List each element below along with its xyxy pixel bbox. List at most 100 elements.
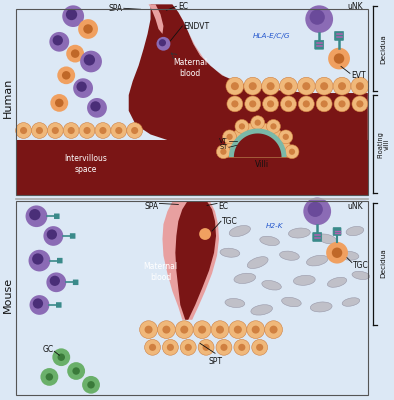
Ellipse shape xyxy=(229,226,251,236)
Circle shape xyxy=(285,100,292,108)
Circle shape xyxy=(303,100,310,108)
Circle shape xyxy=(332,248,342,258)
Circle shape xyxy=(216,326,224,334)
Text: TGC: TGC xyxy=(353,261,369,270)
Circle shape xyxy=(239,123,245,130)
Circle shape xyxy=(26,206,47,227)
Circle shape xyxy=(279,77,297,95)
Ellipse shape xyxy=(288,228,310,238)
Circle shape xyxy=(175,321,193,338)
Circle shape xyxy=(238,344,245,351)
Circle shape xyxy=(84,127,91,134)
Circle shape xyxy=(321,100,328,108)
Text: Human: Human xyxy=(3,78,13,118)
Circle shape xyxy=(334,96,350,112)
Ellipse shape xyxy=(352,271,370,280)
FancyBboxPatch shape xyxy=(70,233,75,239)
Ellipse shape xyxy=(346,226,364,236)
Circle shape xyxy=(285,145,299,159)
FancyBboxPatch shape xyxy=(335,32,344,40)
Circle shape xyxy=(162,326,171,334)
Circle shape xyxy=(249,82,257,90)
Ellipse shape xyxy=(260,236,279,246)
Circle shape xyxy=(244,77,262,95)
Circle shape xyxy=(265,321,282,338)
Circle shape xyxy=(66,45,84,62)
Circle shape xyxy=(72,367,80,375)
Circle shape xyxy=(62,71,71,80)
Circle shape xyxy=(167,344,174,351)
FancyBboxPatch shape xyxy=(333,228,341,236)
Text: SPA: SPA xyxy=(109,4,123,13)
Text: Intervillous
space: Intervillous space xyxy=(65,154,108,174)
Circle shape xyxy=(356,100,363,108)
Circle shape xyxy=(235,120,249,133)
Circle shape xyxy=(326,242,348,264)
Circle shape xyxy=(302,82,310,90)
Circle shape xyxy=(115,127,123,134)
FancyBboxPatch shape xyxy=(16,140,368,194)
Circle shape xyxy=(41,368,58,386)
Circle shape xyxy=(50,276,60,286)
FancyBboxPatch shape xyxy=(73,280,78,285)
Circle shape xyxy=(78,19,98,39)
Circle shape xyxy=(99,127,106,134)
Text: GC: GC xyxy=(42,345,53,354)
Ellipse shape xyxy=(294,275,315,285)
Circle shape xyxy=(32,253,43,265)
Circle shape xyxy=(111,123,127,138)
Circle shape xyxy=(199,228,211,240)
Circle shape xyxy=(95,123,111,138)
Polygon shape xyxy=(175,202,216,320)
Circle shape xyxy=(62,5,84,27)
Ellipse shape xyxy=(318,234,337,244)
Circle shape xyxy=(252,326,260,334)
Circle shape xyxy=(87,381,95,388)
FancyBboxPatch shape xyxy=(57,258,63,263)
Circle shape xyxy=(220,344,227,351)
Text: VT: VT xyxy=(219,138,228,144)
Circle shape xyxy=(43,226,63,246)
Circle shape xyxy=(180,326,188,334)
FancyBboxPatch shape xyxy=(56,302,61,308)
Text: Floating
villi: Floating villi xyxy=(377,131,390,158)
Circle shape xyxy=(57,66,75,84)
Circle shape xyxy=(55,99,63,107)
FancyBboxPatch shape xyxy=(313,232,322,241)
Circle shape xyxy=(47,123,63,138)
Circle shape xyxy=(90,101,100,112)
Text: ENDVT: ENDVT xyxy=(183,22,210,30)
Text: Villi: Villi xyxy=(255,160,269,168)
Text: uNK: uNK xyxy=(347,2,362,11)
Circle shape xyxy=(297,77,315,95)
Ellipse shape xyxy=(262,280,281,290)
Circle shape xyxy=(16,123,32,138)
Circle shape xyxy=(251,116,265,130)
Ellipse shape xyxy=(251,305,272,315)
Circle shape xyxy=(139,321,158,338)
Polygon shape xyxy=(234,134,281,157)
Circle shape xyxy=(30,295,49,315)
Circle shape xyxy=(49,32,69,52)
Text: SPA: SPA xyxy=(144,202,158,212)
Circle shape xyxy=(79,123,95,138)
Text: Decidua: Decidua xyxy=(381,34,387,64)
Circle shape xyxy=(73,78,93,98)
Circle shape xyxy=(159,39,166,46)
Circle shape xyxy=(53,35,63,46)
Circle shape xyxy=(145,326,152,334)
Circle shape xyxy=(267,82,275,90)
Ellipse shape xyxy=(234,273,256,284)
Circle shape xyxy=(305,5,333,33)
Circle shape xyxy=(234,340,250,355)
Circle shape xyxy=(308,202,323,217)
Circle shape xyxy=(58,354,65,361)
Ellipse shape xyxy=(342,298,360,306)
Circle shape xyxy=(71,49,80,58)
Circle shape xyxy=(282,134,289,140)
Circle shape xyxy=(131,127,138,134)
Circle shape xyxy=(203,344,210,351)
Circle shape xyxy=(158,321,175,338)
Circle shape xyxy=(320,82,328,90)
Text: EC: EC xyxy=(178,2,188,11)
